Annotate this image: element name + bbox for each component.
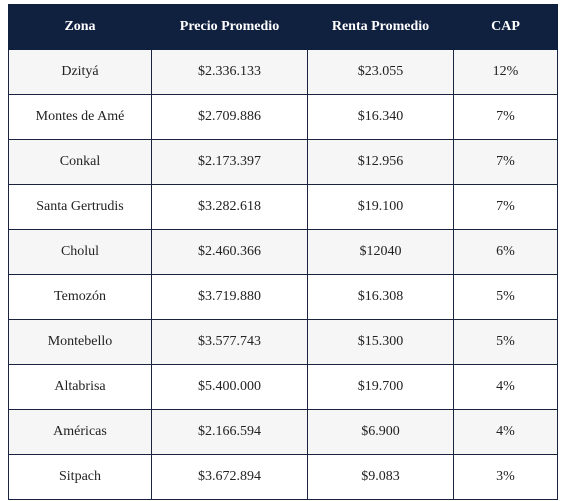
cell-cap: 4% — [453, 364, 558, 410]
table-row: Sitpach $3.672.894 $9.083 3% — [8, 454, 558, 500]
header-renta-promedio: Renta Promedio — [307, 4, 454, 50]
cell-zona: Cholul — [8, 229, 152, 275]
cell-zona: Sitpach — [8, 454, 152, 500]
cell-cap: 7% — [453, 184, 558, 230]
cell-cap: 3% — [453, 454, 558, 500]
cell-zona: Américas — [8, 409, 152, 455]
cell-renta: $16.308 — [307, 274, 454, 320]
cell-renta: $16.340 — [307, 94, 454, 140]
table-row: Temozón $3.719.880 $16.308 5% — [8, 274, 558, 320]
cell-precio: $2.709.886 — [151, 94, 308, 140]
cell-cap: 5% — [453, 274, 558, 320]
data-table-container: Zona Precio Promedio Renta Promedio CAP … — [8, 4, 558, 500]
cell-cap: 4% — [453, 409, 558, 455]
cell-cap: 7% — [453, 94, 558, 140]
cell-precio: $2.460.366 — [151, 229, 308, 275]
cell-zona: Dzityá — [8, 49, 152, 95]
table-row: Conkal $2.173.397 $12.956 7% — [8, 139, 558, 185]
cell-cap: 6% — [453, 229, 558, 275]
cell-zona: Montebello — [8, 319, 152, 365]
cell-precio: $3.719.880 — [151, 274, 308, 320]
table-row: Montebello $3.577.743 $15.300 5% — [8, 319, 558, 365]
cell-renta: $23.055 — [307, 49, 454, 95]
cell-cap: 12% — [453, 49, 558, 95]
cell-renta: $19.100 — [307, 184, 454, 230]
cell-cap: 5% — [453, 319, 558, 365]
cell-zona: Altabrisa — [8, 364, 152, 410]
cell-precio: $2.166.594 — [151, 409, 308, 455]
table-row: Américas $2.166.594 $6.900 4% — [8, 409, 558, 455]
cell-precio: $3.282.618 — [151, 184, 308, 230]
table-header: Zona Precio Promedio Renta Promedio CAP — [8, 4, 558, 50]
cell-precio: $3.672.894 — [151, 454, 308, 500]
cell-precio: $5.400.000 — [151, 364, 308, 410]
table-row: Montes de Amé $2.709.886 $16.340 7% — [8, 94, 558, 140]
cell-renta: $9.083 — [307, 454, 454, 500]
cell-cap: 7% — [453, 139, 558, 185]
cell-renta: $12040 — [307, 229, 454, 275]
header-precio-promedio: Precio Promedio — [151, 4, 308, 50]
cell-zona: Montes de Amé — [8, 94, 152, 140]
table-row: Dzityá $2.336.133 $23.055 12% — [8, 49, 558, 95]
table-row: Santa Gertrudis $3.282.618 $19.100 7% — [8, 184, 558, 230]
cell-zona: Temozón — [8, 274, 152, 320]
cap-table: Zona Precio Promedio Renta Promedio CAP … — [8, 4, 558, 500]
header-zona: Zona — [8, 4, 152, 50]
header-cap: CAP — [453, 4, 558, 50]
cell-precio: $3.577.743 — [151, 319, 308, 365]
cell-renta: $15.300 — [307, 319, 454, 365]
cell-precio: $2.173.397 — [151, 139, 308, 185]
cell-renta: $19.700 — [307, 364, 454, 410]
cell-renta: $6.900 — [307, 409, 454, 455]
header-row: Zona Precio Promedio Renta Promedio CAP — [8, 4, 558, 50]
cell-zona: Santa Gertrudis — [8, 184, 152, 230]
cell-zona: Conkal — [8, 139, 152, 185]
cell-renta: $12.956 — [307, 139, 454, 185]
table-row: Cholul $2.460.366 $12040 6% — [8, 229, 558, 275]
table-body: Dzityá $2.336.133 $23.055 12% Montes de … — [8, 49, 558, 500]
cell-precio: $2.336.133 — [151, 49, 308, 95]
table-row: Altabrisa $5.400.000 $19.700 4% — [8, 364, 558, 410]
